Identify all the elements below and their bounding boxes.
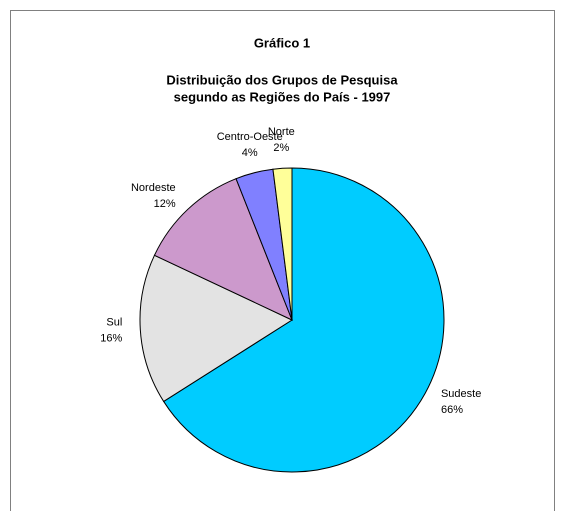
chart-title: Gráfico 1 bbox=[254, 35, 310, 50]
chart-subtitle: segundo as Regiões do País - 1997 bbox=[174, 89, 391, 104]
pie-slice bbox=[272, 167, 293, 321]
slice-value-label: 2% bbox=[273, 142, 289, 154]
slice-value-label: 66% bbox=[441, 404, 463, 416]
slice-label: Nordeste bbox=[131, 182, 176, 194]
pie-slice bbox=[162, 167, 445, 473]
slice-label: Sul bbox=[106, 317, 122, 329]
slice-value-label: 4% bbox=[242, 147, 258, 159]
slice-value-label: 16% bbox=[100, 333, 122, 345]
slice-value-label: 12% bbox=[154, 198, 176, 210]
slice-label: Centro-Oeste bbox=[217, 131, 283, 143]
slice-label: Sudeste bbox=[441, 388, 481, 400]
pie-slice bbox=[153, 178, 293, 321]
chart-subtitle: Distribuição dos Grupos de Pesquisa bbox=[166, 72, 398, 87]
pie-slice bbox=[139, 254, 294, 403]
slice-label: Norte bbox=[268, 126, 295, 138]
